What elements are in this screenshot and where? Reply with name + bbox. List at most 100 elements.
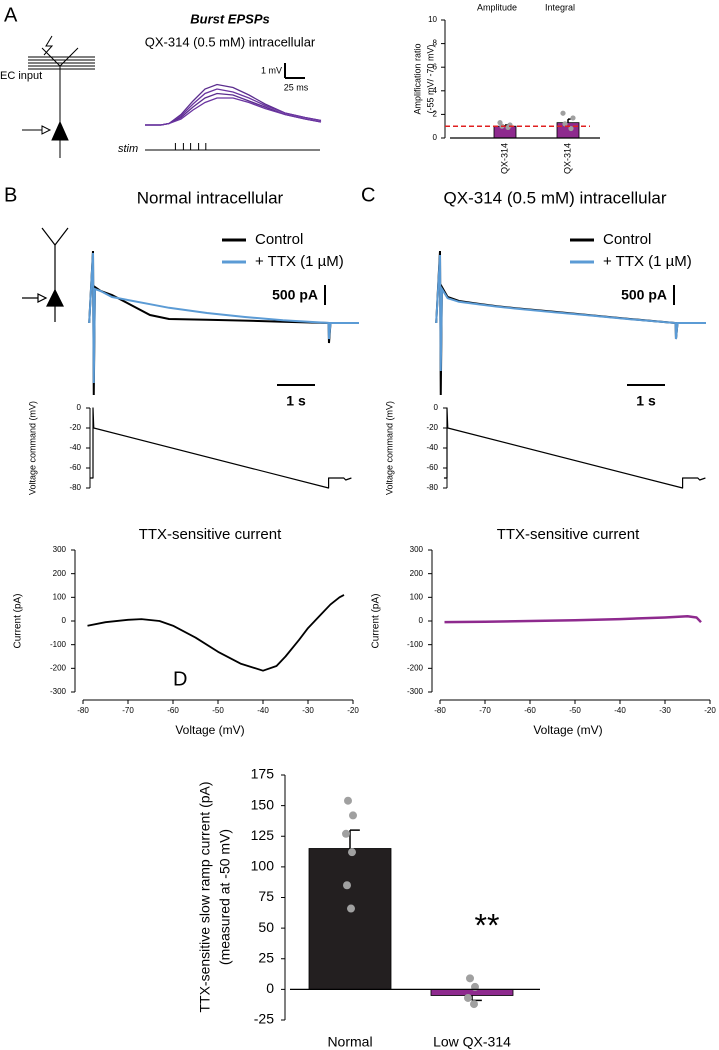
legend-label: + TTX (1 µM)	[603, 253, 692, 270]
y-tick-label: 100	[410, 592, 424, 601]
data-point	[347, 904, 355, 913]
chart-title: Burst EPSPs	[190, 11, 269, 26]
stim-electrode	[43, 35, 54, 56]
y-axis-label: Amplification ratio	[412, 43, 422, 114]
trace-line	[435, 254, 706, 372]
chart-title: TTX-sensitive current	[497, 526, 640, 543]
annotation: **	[475, 907, 500, 943]
x-axis-label: Voltage (mV)	[175, 723, 244, 737]
y-axis-label: Current (pA)	[13, 593, 24, 648]
neuron-a	[22, 35, 95, 158]
data-line	[444, 615, 702, 624]
y-tick-label: 300	[410, 545, 424, 554]
soma	[46, 288, 64, 307]
x-tick-label: -30	[302, 706, 314, 715]
y-tick-label: -200	[50, 663, 67, 672]
y-tick-label: 4	[433, 86, 438, 95]
neuron-b	[22, 227, 69, 322]
y-tick-label: 200	[410, 569, 424, 578]
data-point	[349, 811, 357, 820]
chart-title: Normal intracellular	[137, 188, 284, 207]
legend-label: Control	[603, 231, 651, 248]
y-tick-label: 6	[433, 62, 438, 71]
annotation: stim	[118, 143, 138, 155]
y-tick-label: 300	[53, 545, 67, 554]
x-tick-label: -80	[77, 706, 89, 715]
data-point	[343, 881, 351, 890]
electrode-tip	[41, 125, 52, 135]
y-tick-label: 0	[266, 980, 274, 996]
bar	[308, 848, 392, 990]
data-point	[562, 121, 568, 127]
y-axis-label: (measured at -50 mV)	[217, 829, 233, 965]
panel-label: C	[361, 184, 375, 206]
y-tick-label: -60	[69, 463, 81, 472]
panel-label: A	[4, 4, 18, 26]
y-tick-label: -25	[254, 1011, 274, 1027]
soma	[51, 120, 69, 141]
y-tick-label: 0	[434, 403, 439, 412]
chart-title: QX-314 (0.5 mM) intracellular	[444, 188, 667, 207]
y-tick-label: -40	[69, 443, 81, 452]
y-tick-label: 25	[258, 949, 274, 965]
y-tick-label: 8	[433, 39, 438, 48]
bar	[493, 125, 517, 139]
y-tick-label: -80	[69, 483, 81, 492]
bar	[430, 988, 514, 996]
data-line	[443, 407, 706, 489]
trace-line	[145, 97, 322, 126]
scale-bar-label: 1 mV	[261, 65, 282, 75]
x-tick-label: Normal	[327, 1034, 372, 1050]
y-tick-label: -200	[407, 663, 424, 672]
scale-bar-label: 1 s	[636, 393, 656, 409]
data-point	[464, 993, 472, 1002]
y-tick-label: -100	[407, 640, 424, 649]
data-point	[568, 125, 574, 132]
data-point	[570, 115, 576, 121]
x-tick-label: -60	[167, 706, 179, 715]
y-tick-label: -300	[50, 687, 67, 696]
y-axis-label: Current (pA)	[371, 593, 382, 648]
y-tick-label: 2	[433, 110, 438, 119]
trace-line	[88, 252, 359, 384]
y-tick-label: 0	[62, 616, 67, 625]
y-axis-label: Voltage command (mV)	[384, 401, 394, 495]
y-tick-label: 75	[258, 888, 274, 904]
y-tick-label: 0	[77, 403, 82, 412]
x-tick-label: -40	[614, 706, 626, 715]
y-tick-label: -20	[426, 423, 438, 432]
scale-bar-label: 500 pA	[621, 287, 667, 303]
x-tick-label: -30	[659, 706, 671, 715]
scale-bar-label: 1 s	[286, 393, 306, 409]
y-tick-label: -100	[50, 640, 67, 649]
x-tick-label: -50	[569, 706, 581, 715]
x-tick-label: -40	[257, 706, 269, 715]
y-axis-label: TTX-sensitive slow ramp current (pA)	[197, 781, 213, 1012]
data-point	[342, 829, 350, 838]
dendrite	[41, 227, 69, 246]
data-point	[466, 974, 474, 983]
chart-subtitle: QX-314 (0.5 mM) intracellular	[145, 34, 316, 49]
annotation: EC input	[0, 70, 42, 82]
y-tick-label: 0	[419, 616, 424, 625]
legend-label: Control	[255, 231, 303, 248]
column-header: Amplitude	[477, 2, 517, 12]
x-tick-label: QX-314	[499, 143, 509, 174]
y-tick-label: 125	[251, 827, 275, 843]
y-tick-label: 100	[53, 592, 67, 601]
y-axis-label: (-55 mV/ -70 mV)	[425, 44, 435, 113]
y-tick-label: -80	[426, 483, 438, 492]
electrode-tip	[37, 293, 48, 303]
scale-bar-label: 500 pA	[272, 287, 318, 303]
x-tick-label: -50	[212, 706, 224, 715]
data-point	[344, 796, 352, 805]
bar	[556, 122, 580, 139]
y-tick-label: 100	[251, 858, 275, 874]
column-header: Integral	[545, 2, 575, 12]
y-tick-label: 10	[428, 15, 437, 24]
y-tick-label: 200	[53, 569, 67, 578]
x-tick-label: Low QX-314	[433, 1034, 511, 1050]
x-axis-label: Voltage (mV)	[533, 723, 602, 737]
y-axis-label: Voltage command (mV)	[27, 401, 37, 495]
